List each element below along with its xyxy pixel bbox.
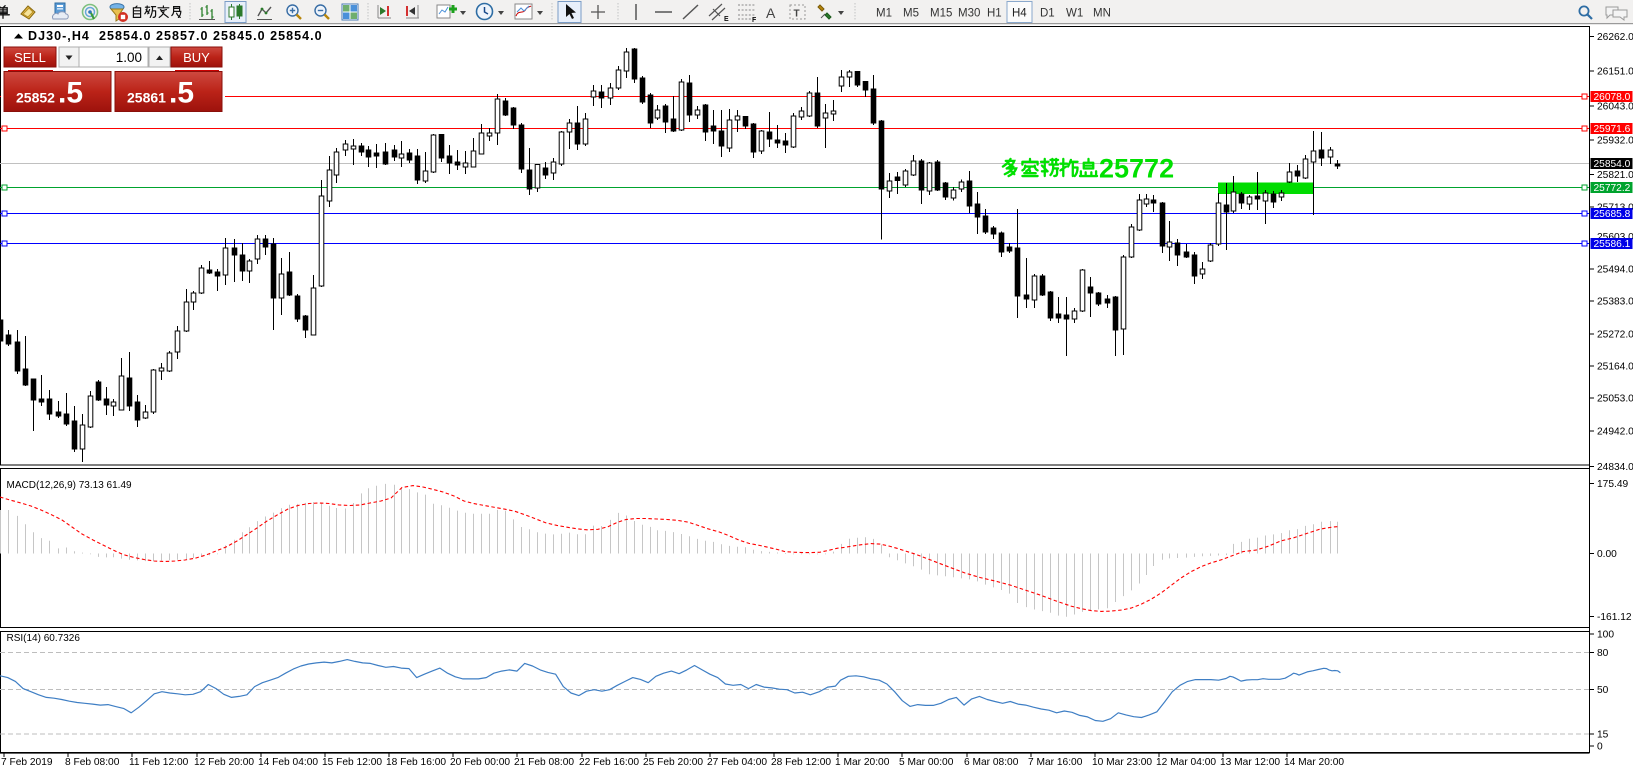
svg-text:25603.0: 25603.0 [1597,232,1633,243]
svg-text:20 Feb 00:00: 20 Feb 00:00 [450,757,510,768]
svg-text:18 Feb 16:00: 18 Feb 16:00 [386,757,446,768]
svg-text:21 Feb 08:00: 21 Feb 08:00 [514,757,574,768]
svg-text:25494.0: 25494.0 [1597,265,1633,276]
svg-text:BUY: BUY [183,50,210,65]
svg-text:175.49: 175.49 [1597,479,1628,490]
svg-text:D1: D1 [1040,8,1055,20]
svg-text:24942.0: 24942.0 [1597,427,1633,438]
svg-text:RSI(14) 60.7326: RSI(14) 60.7326 [7,633,81,644]
svg-text:DJ30-,H4 25854.0 25857.0 2584: DJ30-,H4 25854.0 25857.0 25845.0 25854.0 [28,29,323,43]
svg-text:.5: .5 [169,77,194,110]
svg-text:6 Mar 08:00: 6 Mar 08:00 [964,757,1019,768]
svg-text:MACD(12,26,9) 73.13 61.49: MACD(12,26,9) 73.13 61.49 [7,480,133,491]
svg-text:14 Mar 20:00: 14 Mar 20:00 [1284,757,1344,768]
svg-text:0: 0 [1597,742,1603,753]
svg-text:8 Feb 08:00: 8 Feb 08:00 [65,757,120,768]
svg-text:28 Feb 12:00: 28 Feb 12:00 [771,757,831,768]
svg-text:M30: M30 [958,8,980,20]
svg-text:80: 80 [1597,648,1609,659]
svg-text:SELL: SELL [14,50,46,65]
svg-text:25164.0: 25164.0 [1597,362,1633,373]
svg-text:22 Feb 16:00: 22 Feb 16:00 [579,757,639,768]
svg-text:7 Feb 2019: 7 Feb 2019 [1,757,53,768]
svg-text:15: 15 [1597,730,1609,741]
svg-text:25272.0: 25272.0 [1597,330,1633,341]
svg-text:25383.0: 25383.0 [1597,297,1633,308]
svg-text:25772.2: 25772.2 [1594,183,1631,194]
svg-text:14 Feb 04:00: 14 Feb 04:00 [258,757,318,768]
svg-text:26262.0: 26262.0 [1597,32,1633,43]
svg-text:W1: W1 [1066,8,1083,20]
svg-text:26151.0: 26151.0 [1597,67,1633,78]
svg-text:0.00: 0.00 [1597,549,1617,560]
svg-text:11 Feb 12:00: 11 Feb 12:00 [129,757,189,768]
svg-text:25821.0: 25821.0 [1597,170,1633,181]
svg-text:7 Mar 16:00: 7 Mar 16:00 [1028,757,1083,768]
svg-text:H1: H1 [987,8,1002,20]
svg-text:F: F [752,17,757,24]
svg-text:25971.6: 25971.6 [1594,124,1631,135]
svg-text:10 Mar 23:00: 10 Mar 23:00 [1092,757,1152,768]
svg-text:26043.0: 26043.0 [1597,102,1633,113]
svg-text:25772: 25772 [1099,154,1174,184]
svg-text:25932.0: 25932.0 [1597,136,1633,147]
svg-text:25053.0: 25053.0 [1597,394,1633,405]
svg-text:MN: MN [1093,8,1111,20]
svg-text:M1: M1 [876,8,892,20]
svg-text:M15: M15 [930,8,952,20]
svg-text:A: A [766,5,776,21]
svg-text:12 Mar 04:00: 12 Mar 04:00 [1156,757,1216,768]
svg-text:E: E [724,16,729,23]
svg-text:25861: 25861 [127,90,166,106]
svg-text:1.00: 1.00 [116,50,142,65]
svg-text:25 Feb 20:00: 25 Feb 20:00 [643,757,703,768]
svg-text:25854.0: 25854.0 [1594,159,1631,170]
svg-text:24834.0: 24834.0 [1597,462,1633,473]
svg-text:M5: M5 [903,8,919,20]
svg-text:H4: H4 [1012,8,1027,20]
svg-text:.5: .5 [58,77,83,110]
svg-text:100: 100 [1597,630,1614,641]
svg-text:25852: 25852 [16,90,55,106]
svg-text:27 Feb 04:00: 27 Feb 04:00 [707,757,767,768]
svg-text:50: 50 [1597,685,1609,696]
svg-text:-161.12: -161.12 [1597,612,1632,623]
svg-text:5 Mar 00:00: 5 Mar 00:00 [899,757,954,768]
svg-text:13 Mar 12:00: 13 Mar 12:00 [1220,757,1280,768]
svg-text:T: T [794,9,800,20]
svg-text:12 Feb 20:00: 12 Feb 20:00 [194,757,254,768]
svg-text:25586.1: 25586.1 [1594,239,1631,250]
svg-text:15 Feb 12:00: 15 Feb 12:00 [322,757,382,768]
svg-text:25685.8: 25685.8 [1594,209,1631,220]
svg-text:26078.0: 26078.0 [1594,92,1631,103]
svg-text:1 Mar 20:00: 1 Mar 20:00 [835,757,890,768]
